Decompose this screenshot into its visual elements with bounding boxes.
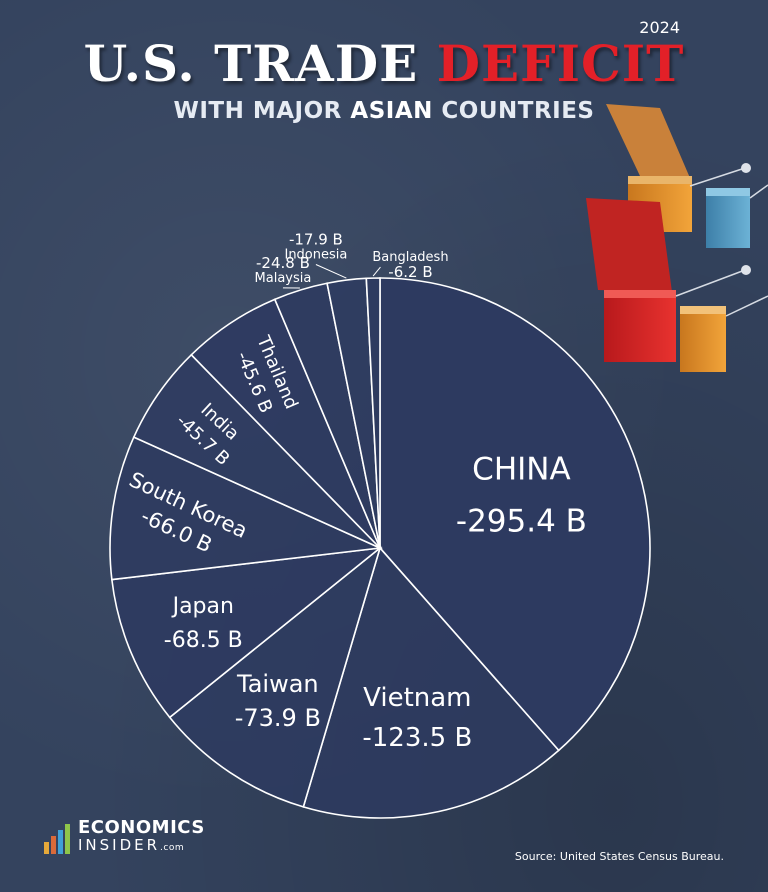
bar-chart-icon xyxy=(44,822,72,854)
page-title: U.S. TRADE DEFICIT xyxy=(0,34,768,93)
subtitle-post: COUNTRIES xyxy=(441,98,595,124)
slice-label-taiwan: Taiwan -73.9 B xyxy=(235,670,321,732)
subtitle: WITH MAJOR ASIAN COUNTRIES xyxy=(0,98,768,124)
leader-line-bangladesh xyxy=(372,266,381,277)
year-label: 2024 xyxy=(639,18,680,37)
pie-slice-bangladesh xyxy=(365,277,381,549)
slice-value-bangladesh: -6.2 B xyxy=(388,263,432,281)
slice-value-china: -295.4 B xyxy=(456,503,587,539)
pie-slice-china xyxy=(379,277,651,752)
subtitle-bold: ASIAN xyxy=(350,98,433,124)
title-accent: DEFICIT xyxy=(436,34,685,93)
slice-value-vietnam: -123.5 B xyxy=(362,723,472,753)
pie-slice-japan xyxy=(110,546,383,719)
slice-country-bangladesh: Bangladesh xyxy=(372,250,448,265)
brand-suffix: .com xyxy=(160,843,185,853)
slice-label-china: CHINA -295.4 B xyxy=(456,451,587,539)
pie-slice-taiwan xyxy=(168,545,382,808)
crane-hook-2 xyxy=(741,265,751,275)
container-red xyxy=(586,198,676,362)
brand-name-line2-text: INSIDER xyxy=(78,836,161,854)
subtitle-pre: WITH MAJOR xyxy=(173,98,342,124)
brand-logo: ECONOMICS INSIDER.com xyxy=(44,818,205,857)
source-note: Source: United States Census Bureau. xyxy=(514,850,724,863)
slice-value-japan: -68.5 B xyxy=(164,628,243,653)
crane-cables xyxy=(675,167,768,317)
slice-value-indonesia: -17.9 B xyxy=(289,230,343,248)
slice-country-japan: Japan xyxy=(171,594,234,619)
brand-name-line1: ECONOMICS xyxy=(78,817,205,838)
slice-label-vietnam: Vietnam -123.5 B xyxy=(362,683,472,753)
slice-country-vietnam: Vietnam xyxy=(363,683,471,713)
crane-hook-1 xyxy=(741,163,751,173)
slice-country-malaysia: Malaysia xyxy=(255,271,312,286)
slice-country-taiwan: Taiwan xyxy=(236,670,319,698)
slice-label-bangladesh: Bangladesh-6.2 B xyxy=(372,250,448,281)
container-blue xyxy=(706,188,750,248)
pie-slice-vietnam xyxy=(302,546,560,819)
slice-country-indonesia: Indonesia xyxy=(284,247,347,262)
brand-name-line2: INSIDER.com xyxy=(78,837,205,857)
pie-slice-south-korea xyxy=(109,436,383,581)
slice-value-malaysia: -24.8 B xyxy=(256,254,310,272)
title-main: U.S. TRADE xyxy=(83,34,419,93)
container-orange-bottom xyxy=(680,306,726,372)
slice-value-taiwan: -73.9 B xyxy=(235,704,321,732)
slice-country-china: CHINA xyxy=(472,451,571,487)
shipping-containers-illustration xyxy=(586,104,768,372)
slice-label-japan: Japan -68.5 B xyxy=(164,594,243,653)
leader-line-indonesia xyxy=(315,264,347,279)
